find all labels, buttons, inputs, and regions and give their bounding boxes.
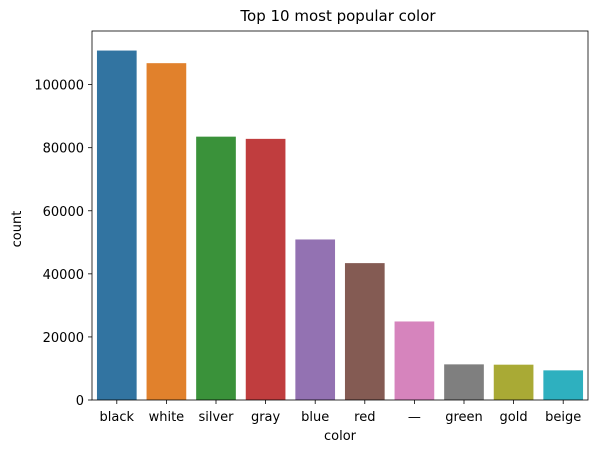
x-tick-label: — [408,410,421,425]
x-tick-label: white [149,410,185,425]
chart-title: Top 10 most popular color [239,7,436,25]
x-tick-label: blue [301,410,329,425]
y-tick-label: 60000 [43,205,84,220]
y-tick-label: 0 [76,394,84,409]
x-tick-label: gray [251,410,281,425]
y-axis-ticks: 0 20000 40000 60000 80000 100000 [34,79,92,409]
x-tick-label: red [354,410,375,425]
y-tick-label: 40000 [43,268,84,283]
bar-3 [196,136,236,400]
y-tick-label: 100000 [34,79,84,94]
x-axis-label: color [324,429,357,444]
bar-6 [344,263,385,400]
y-tick-label: 20000 [43,331,84,346]
bars-group [96,50,584,401]
bar-1 [96,50,137,401]
bar-4 [245,138,286,400]
x-axis-ticks: black white silver gray blue red — green gold bei… [100,400,581,425]
x-tick-label: silver [198,410,234,425]
plot-frame [91,30,589,401]
x-tick-label: beige [545,410,581,425]
bar-8 [444,364,484,400]
bar-7 [394,321,435,400]
bar-5 [295,239,336,400]
x-tick-label: black [100,410,135,425]
y-tick-label: 80000 [43,142,84,157]
x-tick-label: green [445,410,483,425]
bar-10 [543,370,584,400]
y-axis-label: count [10,211,25,248]
bar-2 [146,63,187,401]
bar-9 [493,364,534,400]
x-tick-label: gold [500,410,528,425]
